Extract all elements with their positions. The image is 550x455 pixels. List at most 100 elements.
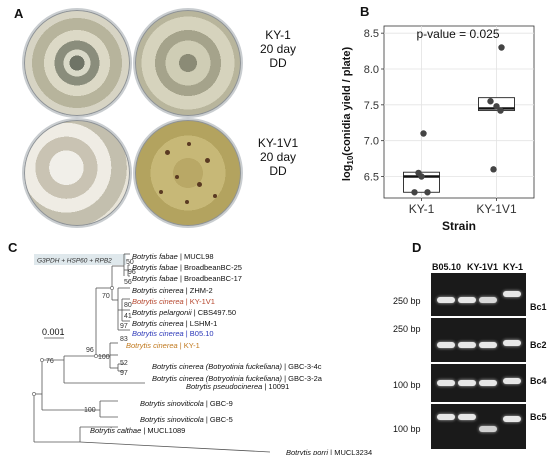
y-tick-label: 7.0 [364,136,379,148]
taxon-label: Botrytis fabae | BroadbeanBC-25 [132,263,242,272]
tree-node [40,358,44,362]
strain-label: KY-1 [265,28,291,42]
scale-bar-label: 0.001 [42,327,65,337]
y-tick-label: 8.0 [364,64,379,76]
condition-label: DD [269,164,287,178]
size-marker-bc5: 100 bp [393,424,421,434]
x-tick-label: KY-1V1 [476,202,517,216]
marker-legend-box [34,254,126,265]
gel-strip-bc4 [431,364,526,402]
y-tick-label: 8.5 [364,28,379,40]
petri-dish-ky1v1-back [133,118,243,228]
marker-legend: G3PDH + HSP60 + RPB2 [37,258,112,265]
data-point [493,103,500,110]
y-tick-label: 6.5 [364,172,379,184]
data-point [498,44,505,51]
plot-area [383,25,535,199]
panel-b-letter: B [360,4,370,19]
tree-node [94,354,98,358]
taxon-strain: | BroadbeanBC-25 [178,263,242,272]
data-point [424,189,431,196]
taxon-species: Botrytis porri [286,448,328,455]
taxon-species: Botrytis pelargonii [132,308,192,317]
pvalue-annotation: p-value = 0.025 [416,27,499,41]
phylogenetic-tree: G3PDH + HSP60 + RPB2 [32,252,372,455]
taxon-strain: | KY-1 [178,341,200,350]
gene-label-bc2: Bc2 [530,340,547,350]
gene-label-bc4: Bc4 [530,376,547,386]
taxon-strain: | GBC-3-2a [282,374,323,383]
lane-label-ky1v1: KY-1V1 [467,262,499,272]
bootstrap-value: 50 [126,259,134,266]
days-label: 20 day [259,150,297,164]
taxon-strain: | ZHM-2 [184,286,213,295]
taxon-species: Botrytis pseudocinerea [186,382,262,391]
photo-label-ky1: KY-1 20 day DD [248,28,308,70]
taxon-species: Botrytis cinerea [132,297,184,306]
taxon-species: Botrytis fabae [132,274,178,283]
taxon-species: Botrytis cinerea (Botryotinia fuckeliana… [152,374,283,383]
data-point [490,166,497,173]
taxon-species: Botrytis cinerea [132,329,184,338]
taxon-label: Botrytis cinerea | LSHM-1 [132,319,217,328]
bootstrap-value: 96 [86,347,94,354]
bootstrap-value: 83 [120,336,128,343]
taxon-strain: | LSHM-1 [184,319,218,328]
conidia-boxplot: 6.5 7.0 7.5 8.0 8.5 KY-1 KY-1V1 p-value = 0.0… [341,25,535,233]
taxon-strain: | CBS497.50 [192,308,236,317]
taxon-strain: | BroadbeanBC-17 [178,274,242,283]
taxon-strain: | GBC-9 [204,399,233,408]
bootstrap-value: 97 [120,370,128,377]
taxon-species: Botrytis fabae [132,252,178,261]
taxon-label: Botrytis cinerea (Botryotinia fuckeliana… [152,362,322,371]
data-point [411,189,418,196]
gene-label-bc5: Bc5 [530,412,547,422]
petri-dish-ky1-back [133,8,243,118]
taxon-strain: | 10091 [262,382,289,391]
lane-label-ky1: KY-1 [503,262,524,272]
lane-label-b0510: B05.10 [432,262,462,272]
size-marker-bc4: 100 bp [393,380,421,390]
taxon-label: Botrytis calthae | MUCL1089 [90,426,185,435]
x-axis-title: Strain [442,219,476,233]
data-point [415,169,422,177]
taxon-species: Botrytis sinoviticola [140,399,204,408]
taxon-label: Botrytis fabae | MUCL98 [132,252,214,261]
taxon-label: Botrytis pseudocinerea | 10091 [186,382,289,391]
taxon-strain: | MUCL98 [178,252,214,261]
data-point [420,130,427,137]
strain-label: KY-1V1 [257,136,299,150]
taxon-label: Botrytis sinoviticola | GBC-5 [140,415,233,424]
gel-strip-bc1 [431,273,526,316]
bootstrap-value: 41 [124,313,132,320]
taxon-species: Botrytis cinerea (Botryotinia fuckeliana… [152,362,283,371]
petri-dish-ky1v1-front [22,118,132,228]
taxon-label: Botrytis sinoviticola | GBC-9 [140,399,233,408]
taxon-species: Botrytis cinerea [126,341,178,350]
gel-strip-bc5 [431,404,526,449]
petri-dish-ky1-front [22,8,132,118]
taxon-strain: | B05.10 [184,329,214,338]
data-point [487,98,494,105]
y-axis-title: log10(conidia yield / plate) [341,47,355,182]
taxon-strain: | GBC-5 [204,415,233,424]
bootstrap-value: 97 [120,323,128,330]
y-tick-label: 7.5 [364,100,379,112]
gel-strip-bc2 [431,318,526,362]
taxon-label: Botrytis cinerea | B05.10 [132,329,214,338]
photo-label-ky1v1: KY-1V1 20 day DD [248,136,308,178]
condition-label: DD [269,56,287,70]
taxon-label: Botrytis cinerea | KY-1 [126,341,200,350]
taxon-label: Botrytis cinerea (Botryotinia fuckeliana… [152,374,323,383]
x-tick-label: KY-1 [409,202,435,216]
taxon-label: Botrytis cinerea | KY-1V1 [132,297,215,306]
taxon-species: Botrytis sinoviticola [140,415,204,424]
taxon-strain: | MUCL3234 [328,448,372,455]
taxon-label: Botrytis pelargonii | CBS497.50 [132,308,236,317]
panel-c-letter: C [8,240,18,255]
bootstrap-value: 100 [84,407,96,414]
bootstrap-value: 52 [120,360,128,367]
taxon-label: Botrytis cinerea | ZHM-2 [132,286,213,295]
taxon-species: Botrytis calthae [90,426,141,435]
taxon-strain: | KY-1V1 [184,297,215,306]
